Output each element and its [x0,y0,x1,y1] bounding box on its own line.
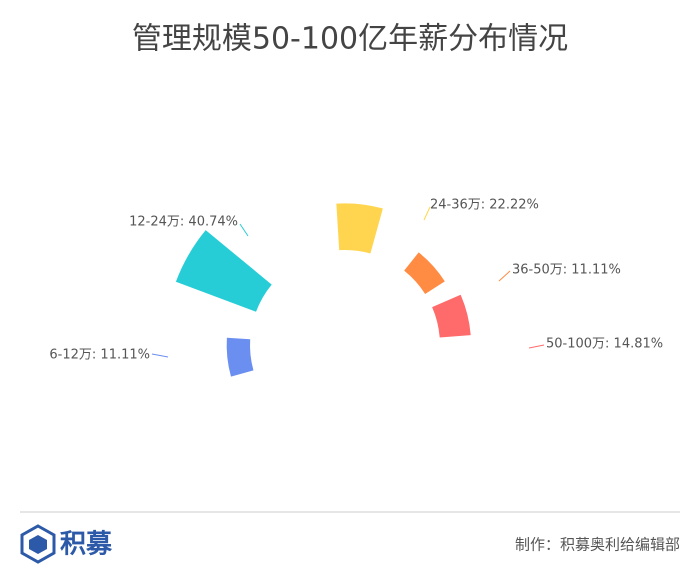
rose-sector [175,230,272,312]
footer-credit: 制作：积募奥利给编辑部 [515,536,680,554]
data-label: 12-24万: 40.74% [129,215,238,230]
chart-title: 管理规模50-100亿年薪分布情况 [132,22,568,57]
leader-line [423,206,431,221]
rose-sector [404,252,445,294]
leader-line [239,223,249,237]
data-label: 36-50万: 11.11% [512,263,621,278]
leader-line [528,344,545,349]
data-label: 24-36万: 22.22% [430,198,539,213]
rose-sector [432,294,471,338]
rose-sector [336,203,383,254]
footer-logo-icon [20,524,56,564]
rose-sector [226,337,254,377]
data-label: 6-12万: 11.11% [49,348,150,363]
leader-line [498,270,511,282]
footer-logo: 积募 [60,530,113,560]
leader-line [151,353,169,358]
data-label: 50-100万: 14.81% [546,337,663,352]
